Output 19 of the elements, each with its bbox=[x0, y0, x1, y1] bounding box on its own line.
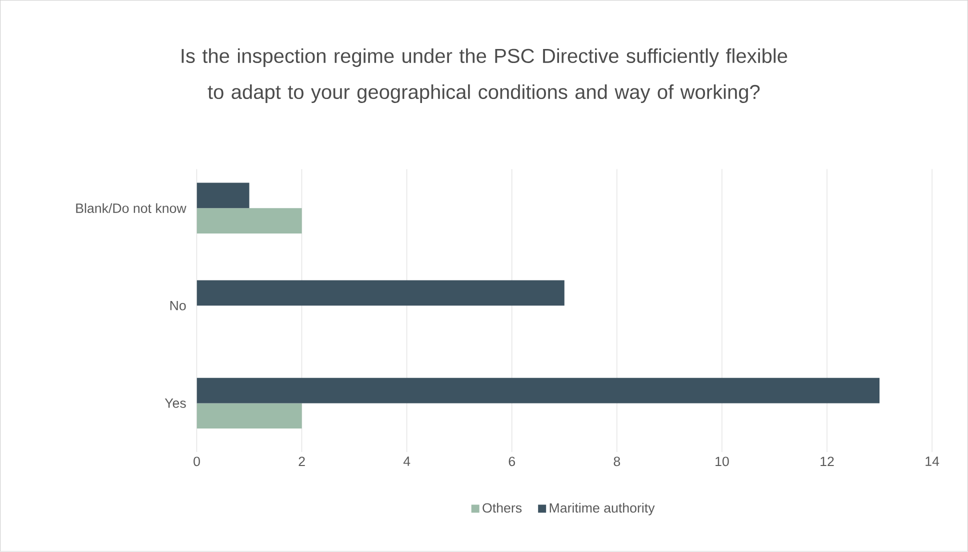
x-tick-label: 12 bbox=[820, 456, 834, 466]
bar bbox=[196, 182, 250, 208]
x-tick-label: 6 bbox=[508, 456, 516, 466]
bar bbox=[196, 378, 880, 404]
legend-label: Others bbox=[482, 503, 522, 513]
x-tick-label: 10 bbox=[716, 456, 729, 466]
x-tick-label: 8 bbox=[614, 456, 620, 466]
x-tick-label: 4 bbox=[403, 456, 410, 466]
x-tick-label: 2 bbox=[298, 456, 305, 466]
legend-label: Maritime authority bbox=[550, 503, 655, 516]
bar bbox=[196, 280, 564, 306]
bar bbox=[196, 403, 302, 429]
y-tick-label: Blank/Do not know bbox=[76, 203, 186, 214]
y-tick-label: Yes bbox=[164, 398, 186, 408]
bar bbox=[196, 208, 302, 234]
x-tick-label: 14 bbox=[926, 456, 940, 466]
y-tick-label: No bbox=[170, 301, 186, 310]
x-tick-label: 0 bbox=[194, 456, 200, 466]
chart-title: Is the inspection regime under the PSC Directive sufficiently flexible to adapt to your geographical conditions and way of working? bbox=[182, 48, 788, 104]
